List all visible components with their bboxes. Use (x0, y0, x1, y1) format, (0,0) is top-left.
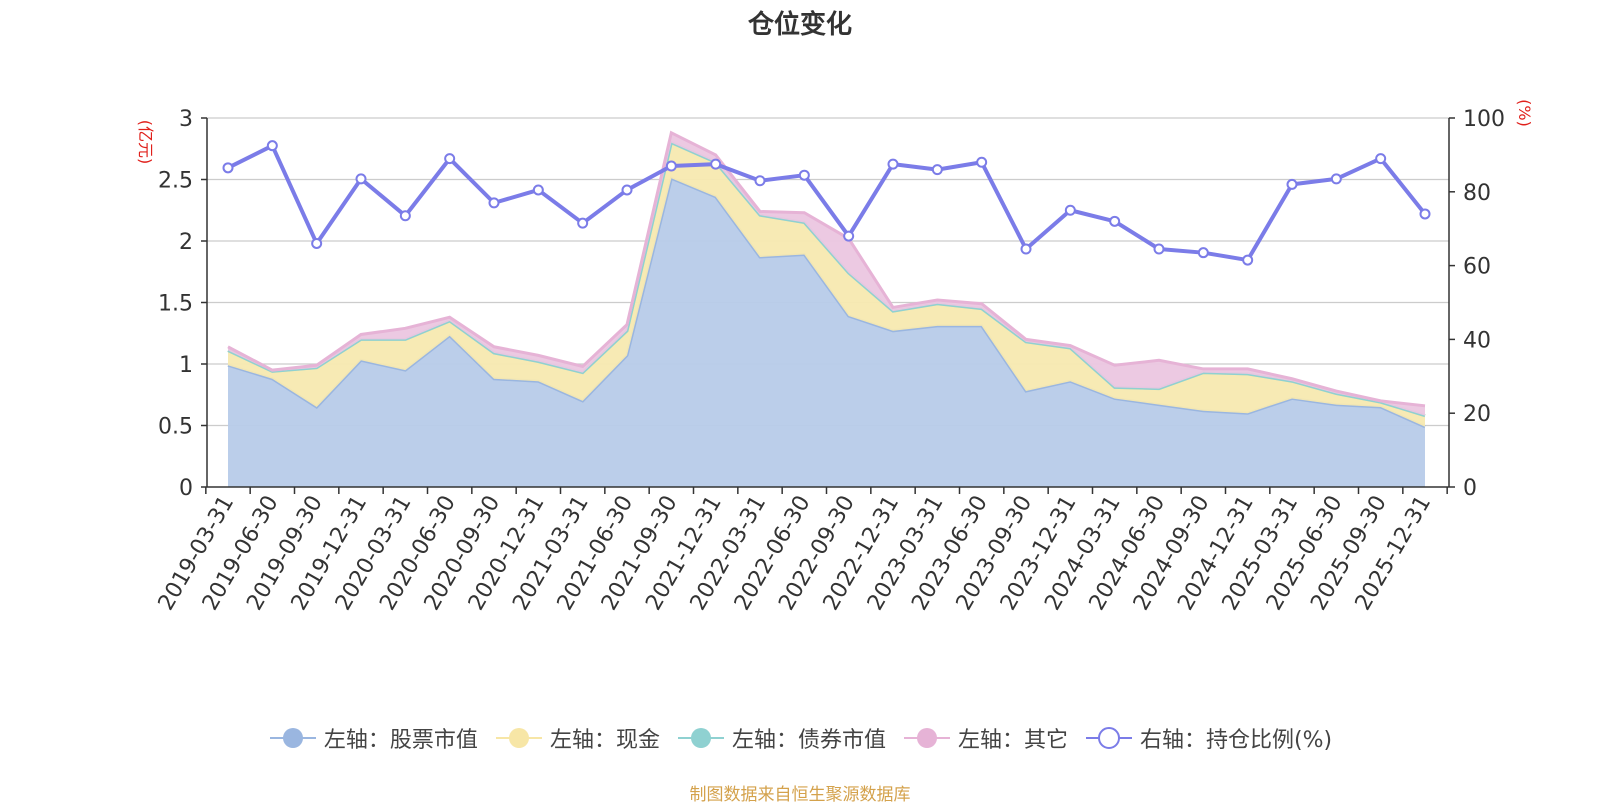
legend-label: 左轴：股票市值 (323, 728, 478, 753)
position-ratio-point (399, 210, 411, 222)
right-tick-label: 0 (1463, 476, 1477, 501)
legend-label: 左轴：债券市值 (731, 728, 886, 753)
position-ratio-line (227, 143, 1427, 263)
left-axis-unit: (亿元) (136, 120, 155, 165)
legend-bond-icon (677, 728, 724, 748)
legend-label: 右轴：持仓比例(%) (1139, 728, 1333, 753)
position-ratio-point (843, 230, 855, 242)
position-ratio-point (1197, 247, 1209, 259)
position-ratio-point (1020, 243, 1032, 255)
position-ratio-point (1242, 254, 1254, 266)
source-note: 制图数据来自恒生聚源数据库 (689, 785, 911, 805)
position-ratio-point (1109, 215, 1121, 227)
legend: 左轴：股票市值 左轴：现金 左轴：债券市值 左轴：其它 右轴：持仓比例(%) (0, 722, 1600, 754)
left-tick-label: 2 (179, 230, 193, 255)
position-ratio-point (266, 140, 278, 152)
position-ratio-point (710, 158, 722, 170)
legend-cash-icon (495, 728, 542, 748)
position-ratio-point (1286, 178, 1298, 190)
legend-item-stock[interactable]: 左轴：股票市值 (268, 722, 478, 754)
position-ratio-point (488, 197, 500, 209)
area-1 (228, 142, 1425, 427)
right-tick-label: 80 (1463, 181, 1491, 206)
legend-item-cash[interactable]: 左轴：现金 (494, 722, 660, 754)
position-ratio-point (621, 184, 633, 196)
position-ratio-point (532, 184, 544, 196)
right-tick-label: 20 (1463, 402, 1491, 427)
left-tick-label: 3 (179, 107, 193, 132)
left-tick-label: 0.5 (158, 415, 193, 440)
position-ratio-point (798, 169, 810, 181)
legend-stock-icon (269, 728, 316, 748)
position-ratio-point (222, 162, 234, 174)
legend-ratio-icon (1085, 727, 1132, 749)
legend-item-bond[interactable]: 左轴：债券市值 (676, 722, 886, 754)
legend-label: 左轴：现金 (549, 728, 660, 753)
legend-item-other[interactable]: 左轴：其它 (902, 722, 1068, 754)
legend-label: 左轴：其它 (957, 728, 1068, 753)
left-tick-label: 1.5 (158, 292, 193, 317)
area-0 (228, 178, 1425, 487)
right-tick-label: 40 (1463, 328, 1491, 353)
legend-other-icon (903, 728, 950, 748)
right-tick-label: 60 (1463, 255, 1491, 280)
position-ratio-point (1375, 153, 1387, 165)
position-ratio-point (976, 156, 988, 168)
position-ratio-point (577, 217, 589, 229)
position-ratio-point (444, 153, 456, 165)
area-edge-3 (227, 130, 1426, 408)
position-ratio-point (1419, 208, 1431, 220)
chart-title: 仓位变化 (747, 10, 852, 40)
position-ratio-point (665, 160, 677, 172)
position-ratio-point (754, 175, 766, 187)
position-ratio-point (1153, 243, 1165, 255)
position-ratio-point (1064, 204, 1076, 216)
position-ratio-point (887, 158, 899, 170)
position-ratio-point (311, 237, 323, 249)
left-tick-label: 0 (179, 476, 193, 501)
position-ratio-point (931, 164, 943, 176)
position-ratio-point (1330, 173, 1342, 185)
legend-item-position-ratio[interactable]: 右轴：持仓比例(%) (1084, 722, 1332, 754)
position-ratio-point (355, 173, 367, 185)
left-tick-label: 1 (179, 353, 193, 378)
right-tick-label: 100 (1463, 107, 1505, 132)
right-axis-unit: (%) (1515, 99, 1534, 127)
left-tick-label: 2.5 (158, 169, 193, 194)
